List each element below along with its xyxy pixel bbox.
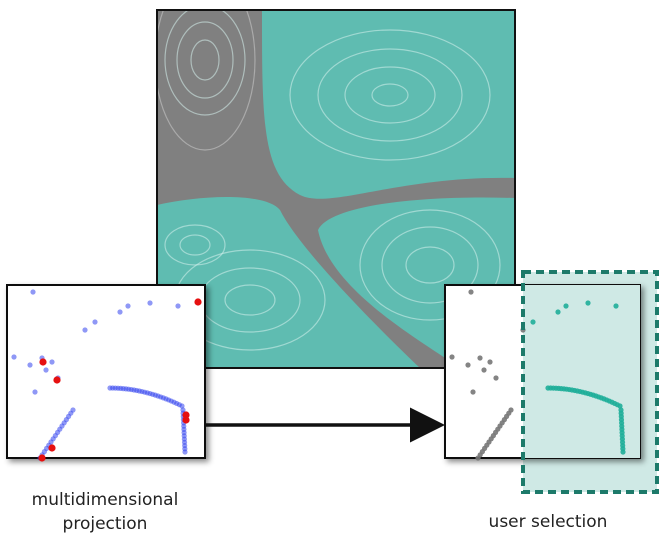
point [613,303,618,308]
point [620,449,625,454]
point [82,327,87,332]
point [182,449,187,454]
selection-label: user selection [489,512,608,532]
point [530,319,535,324]
point [449,354,454,359]
point [92,319,97,324]
projection-label: projection [63,514,148,534]
point [555,309,560,314]
point [194,298,201,305]
projection-label: multidimensional [32,490,179,510]
point [465,362,470,367]
point [493,375,498,380]
point [11,354,16,359]
point [585,300,590,305]
point [53,376,60,383]
point [175,303,180,308]
point [481,367,486,372]
point [508,407,513,412]
point [147,300,152,305]
point [477,355,482,360]
point [70,407,75,412]
point [117,309,122,314]
point [125,303,130,308]
point [43,367,48,372]
selection-panel [445,285,640,461]
point [487,359,492,364]
point [32,389,37,394]
figure: multidimensional projection user selecti… [0,0,660,537]
point [38,454,45,461]
point [563,303,568,308]
point [39,358,46,365]
point [470,389,475,394]
point [49,359,54,364]
point [48,444,55,451]
point [27,362,32,367]
point [182,416,189,423]
projection-panel [7,285,205,462]
point [468,289,473,294]
point [30,289,35,294]
